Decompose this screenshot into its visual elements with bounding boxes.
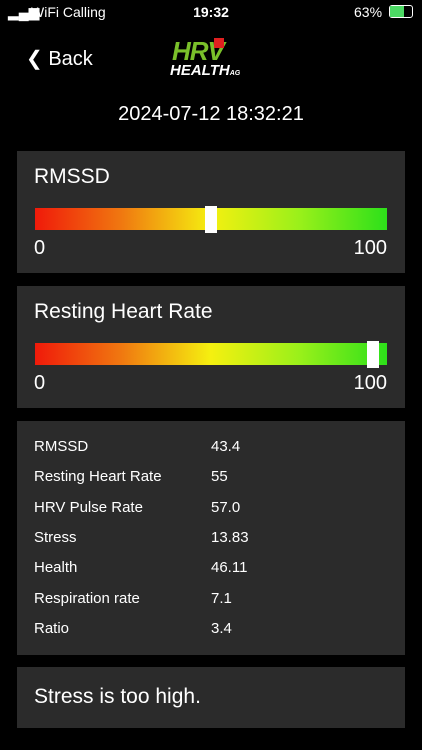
gauge-marker xyxy=(205,206,217,233)
gauge-max: 100 xyxy=(353,372,387,394)
logo-flag xyxy=(214,38,224,48)
row-label: Ratio xyxy=(34,619,70,637)
row-value: 57.0 xyxy=(211,498,241,516)
row-label: RMSSD xyxy=(34,438,89,455)
battery: 63% xyxy=(354,4,383,20)
carrier: WiFi Calling xyxy=(31,4,106,20)
logo-sub: HEALTHAG xyxy=(170,62,240,79)
signal: ▂▄▆ xyxy=(8,4,40,20)
back-button[interactable]: ❮ Back xyxy=(26,48,93,70)
row-value: 3.4 xyxy=(211,619,232,637)
gauge-card: Resting Heart Rate 0 100 xyxy=(17,286,405,408)
row-value: 46.11 xyxy=(211,559,248,577)
row-label: Health xyxy=(34,559,78,577)
logo-text: HEALTH xyxy=(170,62,230,79)
message: Stress is too high. xyxy=(34,685,201,708)
timestamp: 2024-07-12 18:32:21 xyxy=(118,103,304,125)
gauge-card: RMSSD 0 100 xyxy=(17,151,405,273)
row-value: 55 xyxy=(211,468,228,486)
gauge-min: 0 xyxy=(34,237,46,259)
row-label: Respiration rate xyxy=(34,589,140,607)
gauge-max: 100 xyxy=(353,237,387,259)
message-card: Stress is too high. xyxy=(17,667,405,728)
metrics-table: RMSSD 43.4 Resting Heart Rate 55 HRV Pulse R… xyxy=(17,421,405,655)
gauge-bar xyxy=(35,343,387,365)
gauge-title: Resting Heart Rate xyxy=(34,300,213,323)
gauge-marker xyxy=(366,341,379,368)
row-value: 13.83 xyxy=(211,528,249,546)
gauge-min: 0 xyxy=(34,372,46,394)
logo-suffix: AG xyxy=(229,70,241,77)
row-label: Resting Heart Rate xyxy=(34,468,162,486)
back-label[interactable]: Back xyxy=(48,48,93,70)
clock: 19:32 xyxy=(193,4,229,20)
gauge-title: RMSSD xyxy=(34,165,110,188)
row-label: HRV Pulse Rate xyxy=(34,498,143,516)
row-value: 7.1 xyxy=(211,589,232,607)
battery-icon xyxy=(389,5,413,18)
row-label: Stress xyxy=(34,528,77,546)
row-value: 43.4 xyxy=(211,438,241,455)
